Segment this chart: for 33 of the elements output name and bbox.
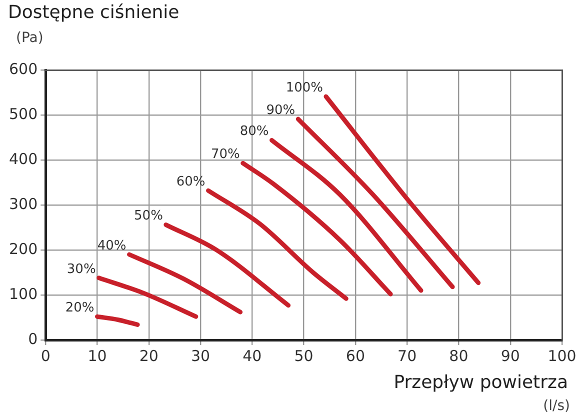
line-series xyxy=(240,160,393,296)
y-tick-label: 400 xyxy=(8,150,38,168)
text: (Pa) xyxy=(16,30,44,46)
x-tick-label: 0 xyxy=(40,346,50,365)
series-label: 50% xyxy=(134,208,163,224)
y-tick-label: 100 xyxy=(8,284,38,303)
y-tick-label: 600 xyxy=(8,60,38,78)
y-tick-label: 0 xyxy=(28,330,38,348)
series-label: 60% xyxy=(176,174,206,190)
series-label: 30% xyxy=(66,262,96,277)
y-tick-label: 500 xyxy=(8,104,38,123)
series-label: 90% xyxy=(266,102,296,118)
x-axis-title: Przepływ powietrza xyxy=(394,372,568,393)
x-tick-label: 20 xyxy=(139,346,158,365)
series-label: 70% xyxy=(210,147,240,162)
y-tick-label: 300 xyxy=(8,194,38,213)
chart-title: Dostępne ciśnienie xyxy=(8,2,180,23)
text: (l/s) xyxy=(543,398,570,414)
x-tick-label: 100 xyxy=(548,346,576,365)
x-tick-label: 40 xyxy=(242,346,262,365)
series-label: 20% xyxy=(65,300,94,316)
series-label: 100% xyxy=(286,80,324,96)
x-tick-label: 90 xyxy=(500,346,520,365)
x-tick-label: 50 xyxy=(294,346,314,365)
series-label: 80% xyxy=(240,124,269,140)
series-label: 40% xyxy=(97,238,126,254)
x-tick-label: 60 xyxy=(346,346,365,365)
x-tick-label: 10 xyxy=(88,346,107,365)
line-series xyxy=(206,188,348,301)
y-tick-label: 200 xyxy=(8,240,38,258)
x-tick-label: 80 xyxy=(449,346,468,365)
x-tick-label: 70 xyxy=(398,346,417,365)
x-tick-label: 30 xyxy=(190,346,210,365)
